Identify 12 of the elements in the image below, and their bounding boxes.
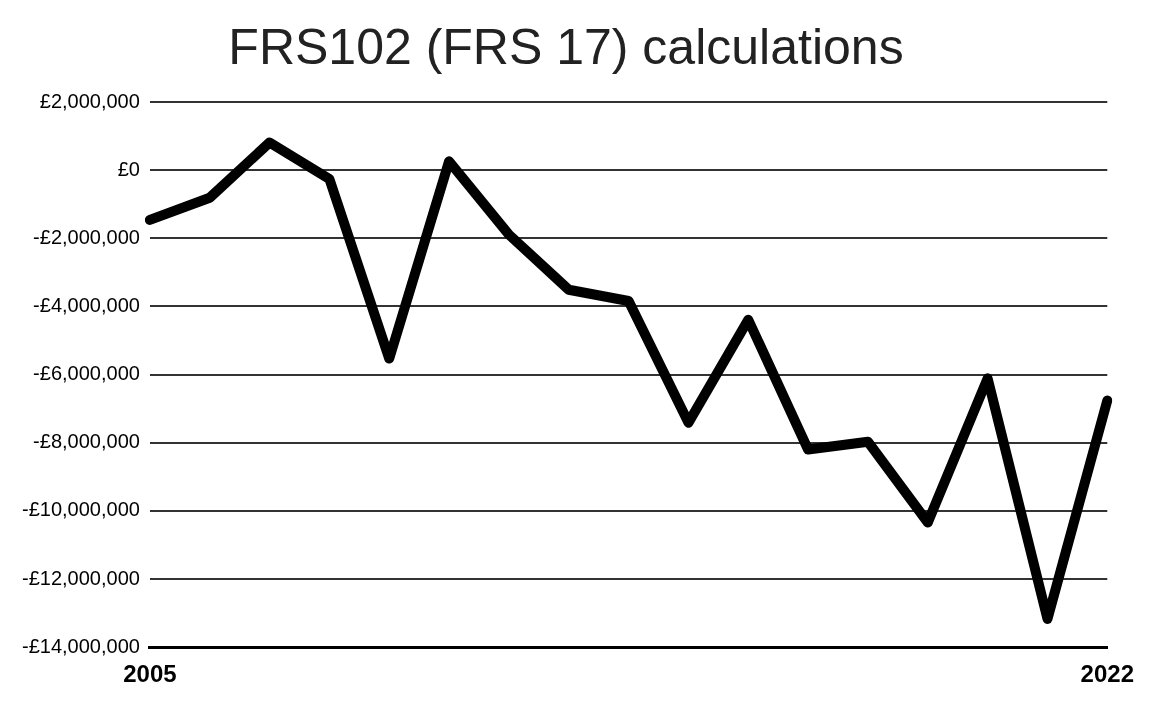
x-tick-label: 2022 [1080, 660, 1134, 688]
y-tick-label: -£6,000,000 [33, 362, 140, 385]
chart-title: FRS102 (FRS 17) calculations [228, 18, 904, 75]
y-tick-label: -£14,000,000 [21, 634, 140, 657]
y-tick-label: £2,000,000 [39, 89, 140, 112]
y-tick-label: -£10,000,000 [21, 498, 140, 521]
y-tick-label: -£8,000,000 [33, 430, 140, 453]
x-tick-label: 2005 [123, 660, 177, 688]
y-tick-label: -£2,000,000 [33, 225, 140, 248]
y-tick-label: -£12,000,000 [21, 566, 140, 589]
y-tick-label: £0 [117, 157, 140, 180]
y-tick-label: -£4,000,000 [33, 293, 140, 316]
